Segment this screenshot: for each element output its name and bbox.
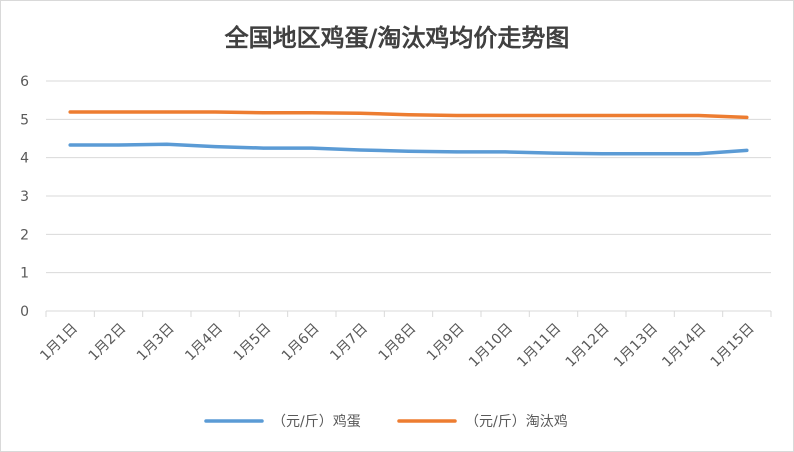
data-point [358,148,362,152]
legend: （元/斤）鸡蛋 （元/斤）淘汰鸡 [204,413,568,430]
legend-label: （元/斤）鸡蛋 [272,413,361,430]
data-point [117,143,120,147]
data-point [697,152,700,156]
data-point [600,114,604,117]
data-point [648,152,652,156]
y-tick-label: 4 [20,151,29,167]
data-point [310,111,314,115]
y-axis: 0 1 2 3 4 5 6 [20,74,29,320]
data-point [455,150,459,154]
x-tick-label: 1月1日 [37,321,81,365]
data-point [745,115,749,119]
legend-label: （元/斤）淘汰鸡 [465,413,568,430]
x-axis: 1月1日 1月2日 1月3日 1月4日 1月5日 1月6日 1月7日 1月8日 1月9日1月10… [37,311,772,371]
data-point [117,110,120,114]
data-point [358,111,362,115]
data-point [745,148,749,152]
x-tick-label: 1月9日 [424,321,468,365]
data-point [262,111,265,115]
x-tick-label: 1月12日 [563,321,613,371]
data-point [600,152,604,156]
x-tick-label: 1月13日 [611,321,661,371]
data-point [165,142,169,146]
data-point [697,114,700,117]
data-point [552,151,555,155]
data-point [552,114,555,117]
x-tick-label: 1月10日 [466,321,516,371]
y-tick-label: 1 [20,266,29,282]
x-tick-label: 1月6日 [279,321,323,365]
x-tick-label: 1月5日 [231,321,275,365]
y-tick-label: 6 [20,74,29,90]
x-tick-label: 1月11日 [514,321,564,371]
x-tick-label: 1月4日 [182,321,226,365]
data-point [455,114,459,117]
y-tick-label: 3 [20,189,29,205]
y-tick-label: 0 [20,304,29,320]
data-point [68,143,72,147]
x-tick-label: 1月3日 [134,321,178,365]
data-point [407,149,410,153]
x-tick-label: 1月8日 [376,321,420,365]
data-point [310,146,314,150]
plot-area [68,110,749,156]
data-point [213,145,217,149]
x-tick-label: 1月2日 [86,321,130,365]
data-point [407,113,410,117]
data-point [648,114,652,117]
x-tick-label: 1月14日 [659,321,709,371]
data-point [213,110,217,114]
y-tick-label: 5 [20,112,29,128]
y-tick-label: 2 [20,227,29,243]
gridlines [46,80,771,312]
data-point [262,146,265,150]
data-point [165,110,169,114]
chart-title: 全国地区鸡蛋/淘汰鸡均价走势图 [224,24,570,52]
data-point [503,114,507,117]
x-tick-label: 1月7日 [327,321,371,365]
x-tick-label: 1月15日 [708,321,758,371]
data-point [68,110,72,114]
data-point [503,150,507,154]
